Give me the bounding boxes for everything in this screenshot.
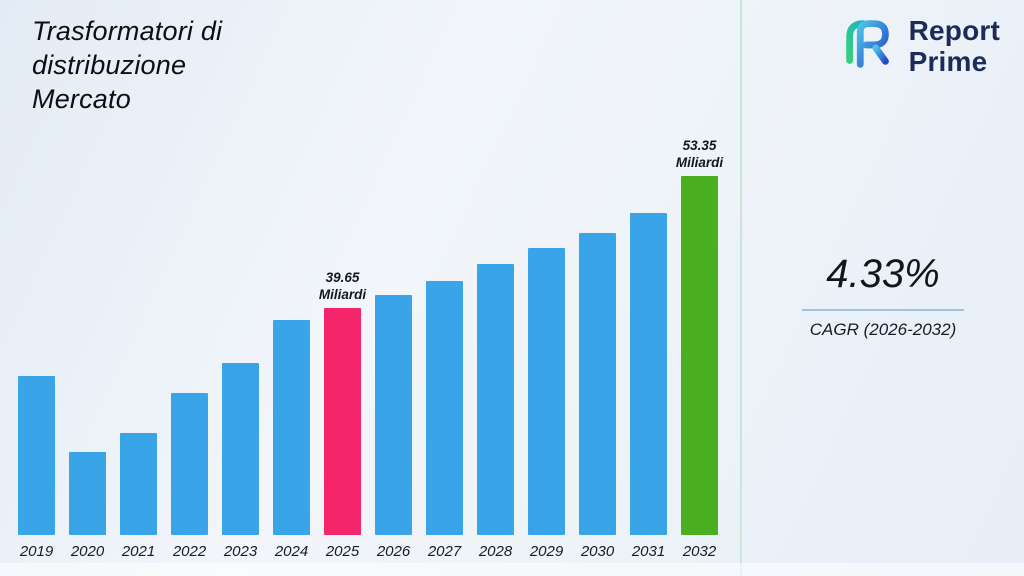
bar-2029: [528, 248, 565, 535]
bar-column-2027: 2027: [426, 281, 463, 576]
bar-column-2026: 2026: [375, 295, 412, 576]
cagr-label: CAGR (2026-2032): [809, 320, 957, 339]
vertical-divider: [740, 0, 742, 576]
axis-label-2023: 2023: [223, 543, 258, 560]
page-title-line-3: Mercato: [32, 84, 131, 114]
bar-column-2019: 2019: [18, 376, 55, 576]
bar-annotation-2032: 53.35 Miliardi: [675, 138, 724, 170]
axis-label-2024: 2024: [274, 543, 309, 560]
bar-column-2029: 2029: [528, 248, 565, 576]
bar-annotation-2025: 39.65 Miliardi: [318, 270, 367, 302]
axis-label-2027: 2027: [427, 543, 462, 560]
bar-2023: [222, 363, 259, 535]
axis-label-2025: 2025: [325, 543, 360, 560]
bottom-band: [0, 563, 1024, 576]
bar-2025: 39.65 Miliardi: [319, 270, 366, 535]
bar-column-2031: 2031: [630, 213, 667, 576]
bar-2022: [171, 393, 208, 535]
bar-column-2032: 53.35 Miliardi 2032: [676, 138, 723, 576]
axis-label-2021: 2021: [121, 543, 156, 560]
bar-column-2022: 2022: [171, 393, 208, 576]
bar-2028: [477, 264, 514, 535]
bar-2030: [579, 233, 616, 535]
bar-column-2023: 2023: [222, 363, 259, 576]
page-title-line-1: Trasformatori di: [32, 16, 223, 46]
bar-2024: [273, 320, 310, 535]
axis-label-2019: 2019: [19, 543, 54, 560]
cagr-panel: 4.33% CAGR (2026-2032): [800, 252, 966, 340]
axis-label-2030: 2030: [580, 543, 615, 560]
bar-column-2020: 2020: [69, 452, 106, 576]
axis-label-2031: 2031: [631, 543, 666, 560]
logo-text-prime: Prime: [908, 45, 988, 77]
bar-column-2024: 2024: [273, 320, 310, 576]
report-prime-logo: Report Prime: [837, 12, 1000, 79]
bar-2032: 53.35 Miliardi: [676, 138, 723, 535]
report-prime-logo-text: Report Prime: [909, 15, 1000, 77]
axis-label-2032: 2032: [682, 543, 717, 560]
bar-chart: 2019 2020 2021 2022 2023 2024 39.65 Miliardi 202…: [18, 138, 723, 576]
bar-column-2028: 2028: [477, 264, 514, 576]
bar-column-2025: 39.65 Miliardi 2025: [319, 270, 366, 576]
bar-2020: [69, 452, 106, 535]
bar-2021: [120, 433, 157, 535]
bar-2026: [375, 295, 412, 535]
logo-text-report: Report: [908, 14, 1000, 46]
bar-column-2030: 2030: [579, 233, 616, 576]
bar-2031: [630, 213, 667, 535]
report-prime-logo-icon: [837, 12, 899, 79]
page-title: Trasformatori di distribuzione Mercato: [32, 14, 332, 116]
bar-column-2021: 2021: [120, 433, 157, 576]
axis-label-2029: 2029: [529, 543, 564, 560]
cagr-underline: [802, 309, 964, 311]
axis-label-2022: 2022: [172, 543, 207, 560]
page-title-line-2: distribuzione: [32, 50, 187, 80]
axis-label-2026: 2026: [376, 543, 411, 560]
axis-label-2020: 2020: [70, 543, 105, 560]
bar-2019: [18, 376, 55, 535]
bar-2027: [426, 281, 463, 535]
axis-label-2028: 2028: [478, 543, 513, 560]
cagr-value: 4.33%: [826, 252, 940, 296]
